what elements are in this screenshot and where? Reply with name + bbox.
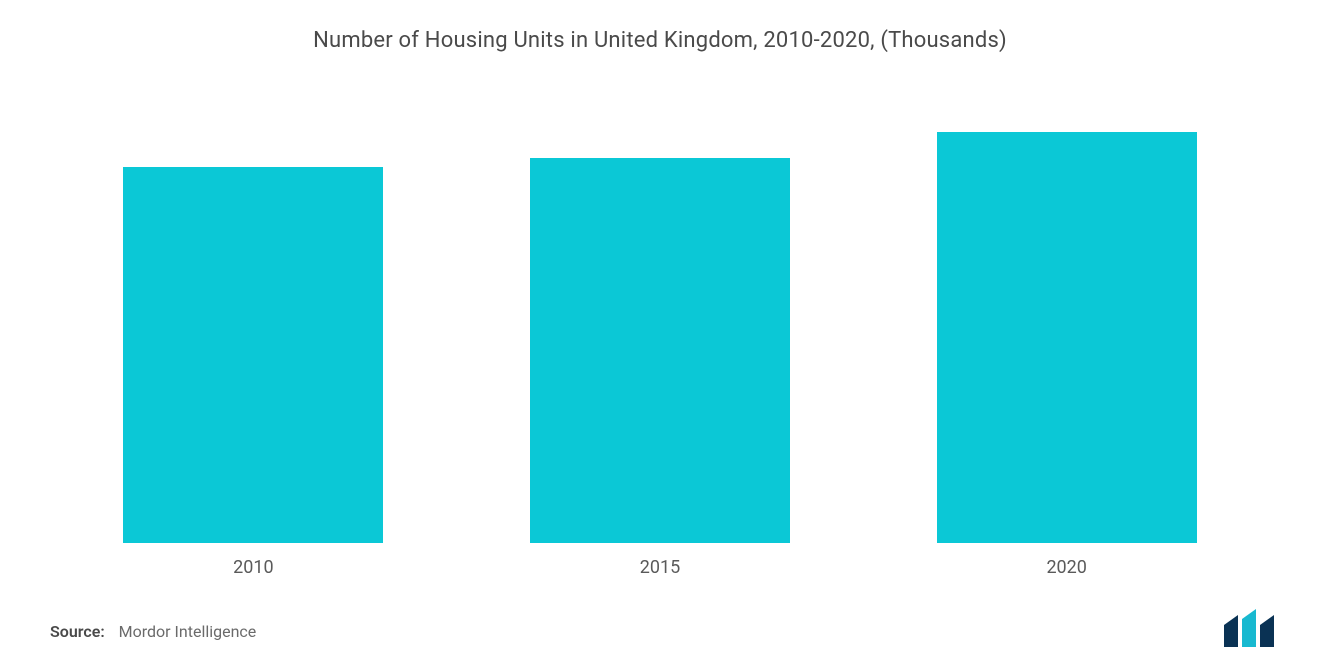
source-value: Mordor Intelligence (119, 622, 257, 641)
brand-logo-icon (1220, 607, 1280, 647)
logo-bar-2 (1242, 609, 1256, 647)
logo-bar-3 (1260, 615, 1274, 647)
bars-row (50, 73, 1270, 543)
logo-bar-1 (1224, 615, 1238, 647)
x-label-2: 2020 (863, 557, 1270, 578)
chart-container: Number of Housing Units in United Kingdo… (0, 0, 1320, 665)
x-label-1: 2015 (457, 557, 864, 578)
x-axis-labels: 2010 2015 2020 (50, 557, 1270, 578)
bar-slot-1 (457, 73, 864, 543)
bar-slot-0 (50, 73, 457, 543)
bar-0 (123, 167, 383, 543)
bar-1 (530, 158, 790, 543)
plot-area (50, 73, 1270, 543)
x-label-0: 2010 (50, 557, 457, 578)
source-label: Source: (50, 622, 105, 641)
bar-slot-2 (863, 73, 1270, 543)
chart-title: Number of Housing Units in United Kingdo… (50, 28, 1270, 53)
bar-2 (937, 132, 1197, 543)
source-footer: Source: Mordor Intelligence (50, 622, 256, 641)
